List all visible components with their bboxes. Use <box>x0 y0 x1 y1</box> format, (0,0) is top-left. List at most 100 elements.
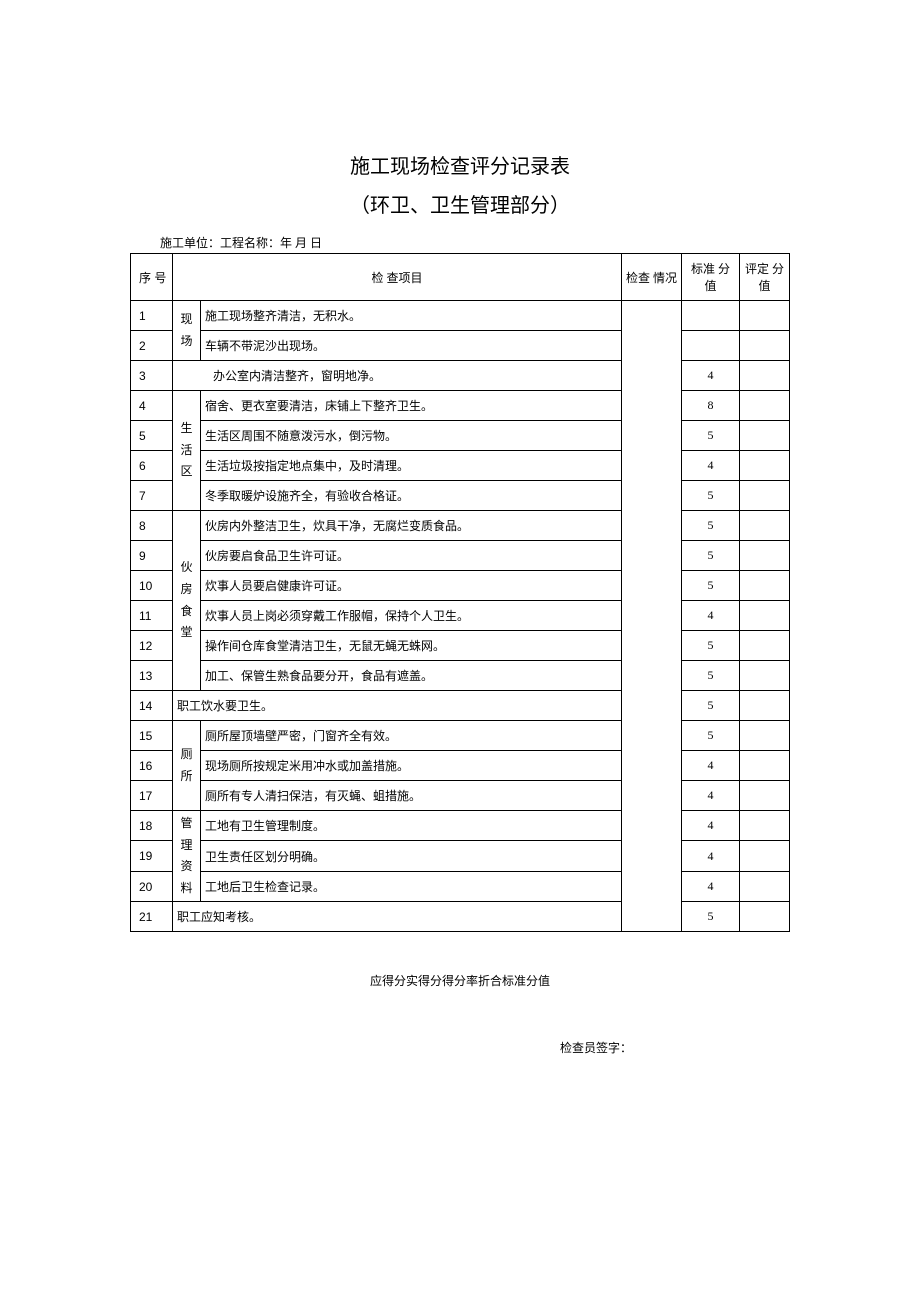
eval-cell <box>740 451 790 481</box>
eval-cell <box>740 541 790 571</box>
seq-cell: 4 <box>131 391 173 421</box>
item-cell: 伙房要启食品卫生许可证。 <box>201 541 622 571</box>
eval-cell <box>740 301 790 331</box>
seq-cell: 19 <box>131 841 173 871</box>
table-row: 15 厕所 厕所屋顶墙壁严密，门窗齐全有效。 5 <box>131 721 790 751</box>
table-row: 13 加工、保管生熟食品要分开，食品有遮盖。 5 <box>131 661 790 691</box>
table-row: 19 卫生责任区划分明确。 4 <box>131 841 790 871</box>
header-row: 序 号 检 查项目 检查 情况 标准 分值 评定 分值 <box>131 254 790 301</box>
std-cell: 4 <box>682 361 740 391</box>
eval-cell <box>740 721 790 751</box>
item-cell: 加工、保管生熟食品要分开，食品有遮盖。 <box>201 661 622 691</box>
seq-cell: 6 <box>131 451 173 481</box>
table-row: 9 伙房要启食品卫生许可证。 5 <box>131 541 790 571</box>
std-cell: 5 <box>682 541 740 571</box>
category-huofang: 伙房食堂 <box>173 511 201 691</box>
eval-cell <box>740 481 790 511</box>
std-cell: 5 <box>682 691 740 721</box>
seq-cell: 11 <box>131 601 173 631</box>
table-row: 7 冬季取暖炉设施齐全，有验收合格证。 5 <box>131 481 790 511</box>
std-cell: 4 <box>682 841 740 871</box>
table-row: 14 职工饮水要卫生。 5 <box>131 691 790 721</box>
table-row: 17 厕所有专人清扫保洁，有灭蝇、蛆措施。 4 <box>131 781 790 811</box>
table-row: 12 操作间仓库食堂清洁卫生，无鼠无蝇无蛛网。 5 <box>131 631 790 661</box>
seq-cell: 14 <box>131 691 173 721</box>
header-check: 检查 情况 <box>622 254 682 301</box>
category-guanli: 管理资料 <box>173 811 201 902</box>
std-cell: 5 <box>682 481 740 511</box>
std-cell: 5 <box>682 511 740 541</box>
std-cell: 5 <box>682 421 740 451</box>
table-row: 10 炊事人员要启健康许可证。 5 <box>131 571 790 601</box>
std-cell: 4 <box>682 871 740 901</box>
item-cell: 工地后卫生检查记录。 <box>201 871 622 901</box>
item-cell: 操作间仓库食堂清洁卫生，无鼠无蝇无蛛网。 <box>201 631 622 661</box>
table-row: 5 生活区周围不随意泼污水，倒污物。 5 <box>131 421 790 451</box>
eval-cell <box>740 781 790 811</box>
item-cell: 工地有卫生管理制度。 <box>201 811 622 841</box>
std-cell: 5 <box>682 571 740 601</box>
item-cell: 职工饮水要卫生。 <box>173 691 622 721</box>
eval-cell <box>740 601 790 631</box>
table-row: 1 现场 施工现场整齐清洁，无积水。 <box>131 301 790 331</box>
std-cell: 4 <box>682 811 740 841</box>
table-row: 11 炊事人员上岗必须穿戴工作服帽，保持个人卫生。 4 <box>131 601 790 631</box>
score-table: 序 号 检 查项目 检查 情况 标准 分值 评定 分值 1 现场 施工现场整齐清… <box>130 253 790 932</box>
eval-cell <box>740 631 790 661</box>
header-seq: 序 号 <box>131 254 173 301</box>
seq-cell: 1 <box>131 301 173 331</box>
item-cell: 现场厕所按规定米用冲水或加盖措施。 <box>201 751 622 781</box>
eval-cell <box>740 511 790 541</box>
eval-cell <box>740 871 790 901</box>
header-eval: 评定 分值 <box>740 254 790 301</box>
eval-cell <box>740 331 790 361</box>
item-cell: 职工应知考核。 <box>173 902 622 932</box>
item-cell: 炊事人员要启健康许可证。 <box>201 571 622 601</box>
seq-cell: 9 <box>131 541 173 571</box>
std-cell: 4 <box>682 601 740 631</box>
page-title: 施工现场检查评分记录表 <box>130 150 790 179</box>
eval-cell <box>740 751 790 781</box>
eval-cell <box>740 361 790 391</box>
std-cell <box>682 331 740 361</box>
table-row: 3 办公室内清洁整齐，窗明地净。 4 <box>131 361 790 391</box>
category-xianchang: 现场 <box>173 301 201 361</box>
category-shenghuo: 生活区 <box>173 391 201 511</box>
std-cell: 4 <box>682 751 740 781</box>
table-row: 16 现场厕所按规定米用冲水或加盖措施。 4 <box>131 751 790 781</box>
item-cell: 冬季取暖炉设施齐全，有验收合格证。 <box>201 481 622 511</box>
seq-cell: 2 <box>131 331 173 361</box>
seq-cell: 20 <box>131 871 173 901</box>
seq-cell: 16 <box>131 751 173 781</box>
page-subtitle: （环卫、卫生管理部分） <box>130 189 790 218</box>
category-cesuo: 厕所 <box>173 721 201 811</box>
seq-cell: 12 <box>131 631 173 661</box>
seq-cell: 18 <box>131 811 173 841</box>
seq-cell: 17 <box>131 781 173 811</box>
item-cell: 生活垃圾按指定地点集中，及时清理。 <box>201 451 622 481</box>
eval-cell <box>740 391 790 421</box>
seq-cell: 13 <box>131 661 173 691</box>
item-cell: 宿舍、更衣室要清洁，床铺上下整齐卫生。 <box>201 391 622 421</box>
std-cell: 4 <box>682 451 740 481</box>
item-cell: 伙房内外整洁卫生，炊具干净，无腐烂变质食品。 <box>201 511 622 541</box>
footer-summary: 应得分实得分得分率折合标准分值 <box>130 972 790 989</box>
eval-cell <box>740 691 790 721</box>
item-cell: 施工现场整齐清洁，无积水。 <box>201 301 622 331</box>
std-cell: 5 <box>682 661 740 691</box>
check-cell <box>622 301 682 932</box>
std-cell: 8 <box>682 391 740 421</box>
item-cell: 厕所屋顶墙壁严密，门窗齐全有效。 <box>201 721 622 751</box>
eval-cell <box>740 902 790 932</box>
eval-cell <box>740 421 790 451</box>
item-cell: 厕所有专人清扫保洁，有灭蝇、蛆措施。 <box>201 781 622 811</box>
eval-cell <box>740 661 790 691</box>
seq-cell: 8 <box>131 511 173 541</box>
item-cell: 卫生责任区划分明确。 <box>201 841 622 871</box>
header-standard: 标准 分值 <box>682 254 740 301</box>
item-cell: 办公室内清洁整齐，窗明地净。 <box>173 361 622 391</box>
table-row: 2 车辆不带泥沙出现场。 <box>131 331 790 361</box>
item-cell: 炊事人员上岗必须穿戴工作服帽，保持个人卫生。 <box>201 601 622 631</box>
eval-cell <box>740 571 790 601</box>
item-cell: 生活区周围不随意泼污水，倒污物。 <box>201 421 622 451</box>
